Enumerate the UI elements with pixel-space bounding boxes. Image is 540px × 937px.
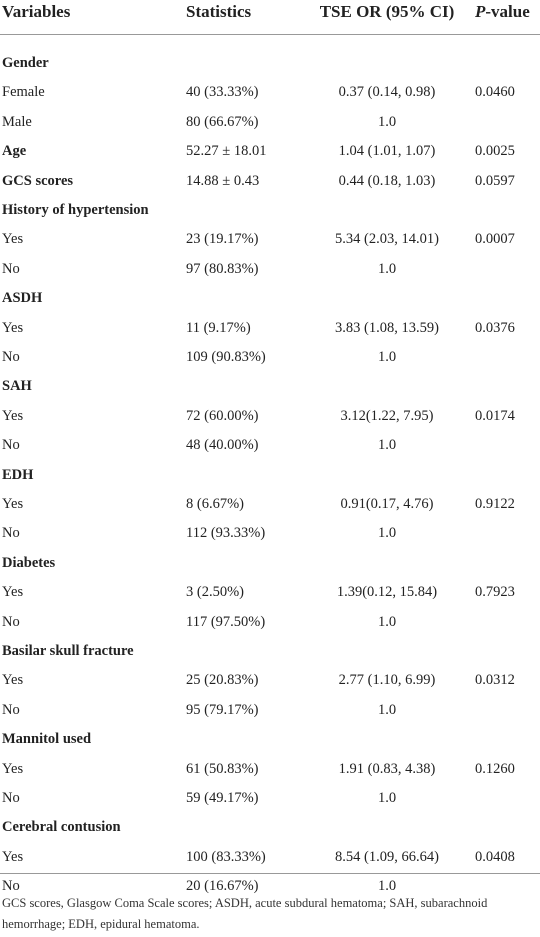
level-label: No	[2, 349, 20, 365]
or-cell: 1.0	[377, 701, 397, 718]
or-cell: 0.91(0.17, 4.76)	[340, 496, 434, 512]
level-label: No	[2, 613, 20, 630]
or-cell: 1.0	[377, 349, 397, 365]
header-cell: Statistics	[186, 2, 252, 21]
header-cell: P-value	[475, 2, 530, 22]
variable-label: History of hypertension	[2, 202, 149, 218]
or-cell: 1.0	[377, 260, 397, 277]
header-italic: P	[475, 2, 486, 21]
statistics-cell: 97 (80.83%)	[186, 260, 259, 277]
statistics-cell: 61 (50.83%)	[186, 760, 259, 777]
variable-label: Age	[2, 143, 27, 160]
level-label: No	[2, 437, 20, 454]
p-value-cell: 0.0460	[475, 84, 515, 101]
statistics-cell: 3 (2.50%)	[186, 584, 244, 601]
p-value-cell: 0.9122	[475, 496, 515, 512]
variable-label: EDH	[2, 466, 34, 483]
level-label: No	[2, 790, 20, 806]
variable-label: Gender	[2, 55, 49, 71]
variable-label: Basilar skull fracture	[2, 643, 134, 659]
level-label: No	[2, 260, 20, 277]
level-label: Yes	[2, 231, 24, 248]
variable-label: Diabetes	[2, 554, 56, 571]
p-value-cell: 0.1260	[475, 760, 515, 777]
or-cell: 1.04 (1.01, 1.07)	[338, 143, 436, 160]
statistics-cell: 95 (79.17%)	[186, 701, 259, 718]
bottom-rule	[0, 873, 540, 874]
statistics-cell: 112 (93.33%)	[186, 525, 266, 542]
variable-label: Mannitol used	[2, 731, 92, 748]
level-label: Yes	[2, 760, 24, 777]
or-cell: 2.77 (1.10, 6.99)	[338, 672, 436, 689]
p-value-cell: 0.0376	[475, 319, 515, 336]
statistics-cell: 14.88 ± 0.43	[186, 172, 260, 189]
statistics-cell: 59 (49.17%)	[186, 790, 259, 806]
p-value-cell: 0.0597	[475, 172, 515, 189]
or-cell: 8.54 (1.09, 66.64)	[335, 848, 439, 865]
level-label: Yes	[2, 319, 24, 336]
or-cell: 1.0	[377, 878, 397, 895]
variable-label: GCS scores	[2, 172, 74, 189]
statistics-cell: 23 (19.17%)	[186, 231, 259, 248]
or-cell: 5.34 (2.03, 14.01)	[335, 231, 439, 248]
or-cell: 1.0	[377, 790, 397, 806]
or-cell: 1.0	[377, 437, 397, 454]
statistics-cell: 52.27 ± 18.01	[186, 143, 267, 160]
or-cell: 1.0	[377, 525, 397, 542]
p-value-cell: 0.0025	[475, 143, 515, 160]
level-label: Yes	[2, 848, 24, 865]
level-label: Yes	[2, 672, 24, 689]
p-value-cell: 0.0174	[475, 407, 515, 424]
level-label: Yes	[2, 407, 24, 424]
statistics-cell: 48 (40.00%)	[186, 437, 259, 454]
statistics-cell: 80 (66.67%)	[186, 113, 259, 130]
statistics-cell: 11 (9.17%)	[186, 319, 251, 336]
level-label: Female	[2, 84, 45, 101]
level-label: Male	[2, 113, 32, 130]
level-label: No	[2, 878, 20, 895]
p-value-cell: 0.0312	[475, 672, 515, 689]
variable-label: ASDH	[2, 290, 43, 307]
p-value-cell: 0.7923	[475, 584, 515, 601]
p-value-cell: 0.0408	[475, 848, 515, 865]
p-value-cell: 0.0007	[475, 231, 515, 248]
level-label: No	[2, 525, 20, 542]
or-cell: 1.0	[377, 613, 397, 630]
statistics-cell: 100 (83.33%)	[186, 848, 266, 865]
or-cell: 0.37 (0.14, 0.98)	[338, 84, 436, 101]
statistics-cell: 25 (20.83%)	[186, 672, 259, 689]
variable-label: Cerebral contusion	[2, 819, 121, 836]
statistics-cell: 8 (6.67%)	[186, 496, 244, 512]
statistics-cell: 109 (90.83%)	[186, 349, 266, 365]
header-cell: TSE OR (95% CI)	[319, 2, 455, 21]
or-cell: 1.39(0.12, 15.84)	[336, 584, 438, 601]
header-text: -value	[485, 2, 530, 21]
header-rule	[0, 34, 540, 35]
or-cell: 3.83 (1.08, 13.59)	[335, 319, 439, 336]
or-cell: 1.0	[377, 113, 397, 130]
or-cell: 3.12(1.22, 7.95)	[340, 407, 434, 424]
level-label: No	[2, 701, 20, 718]
header-cell: Variables	[2, 2, 71, 21]
level-label: Yes	[2, 496, 24, 512]
footnote: GCS scores, Glasgow Coma Scale scores; A…	[2, 896, 488, 931]
statistics-cell: 20 (16.67%)	[186, 878, 259, 895]
statistics-cell: 40 (33.33%)	[186, 84, 259, 101]
or-cell: 0.44 (0.18, 1.03)	[338, 172, 436, 189]
or-cell: 1.91 (0.83, 4.38)	[338, 760, 436, 777]
statistics-cell: 72 (60.00%)	[186, 407, 259, 424]
level-label: Yes	[2, 584, 24, 601]
statistics-cell: 117 (97.50%)	[186, 613, 266, 630]
variable-label: SAH	[2, 378, 32, 395]
